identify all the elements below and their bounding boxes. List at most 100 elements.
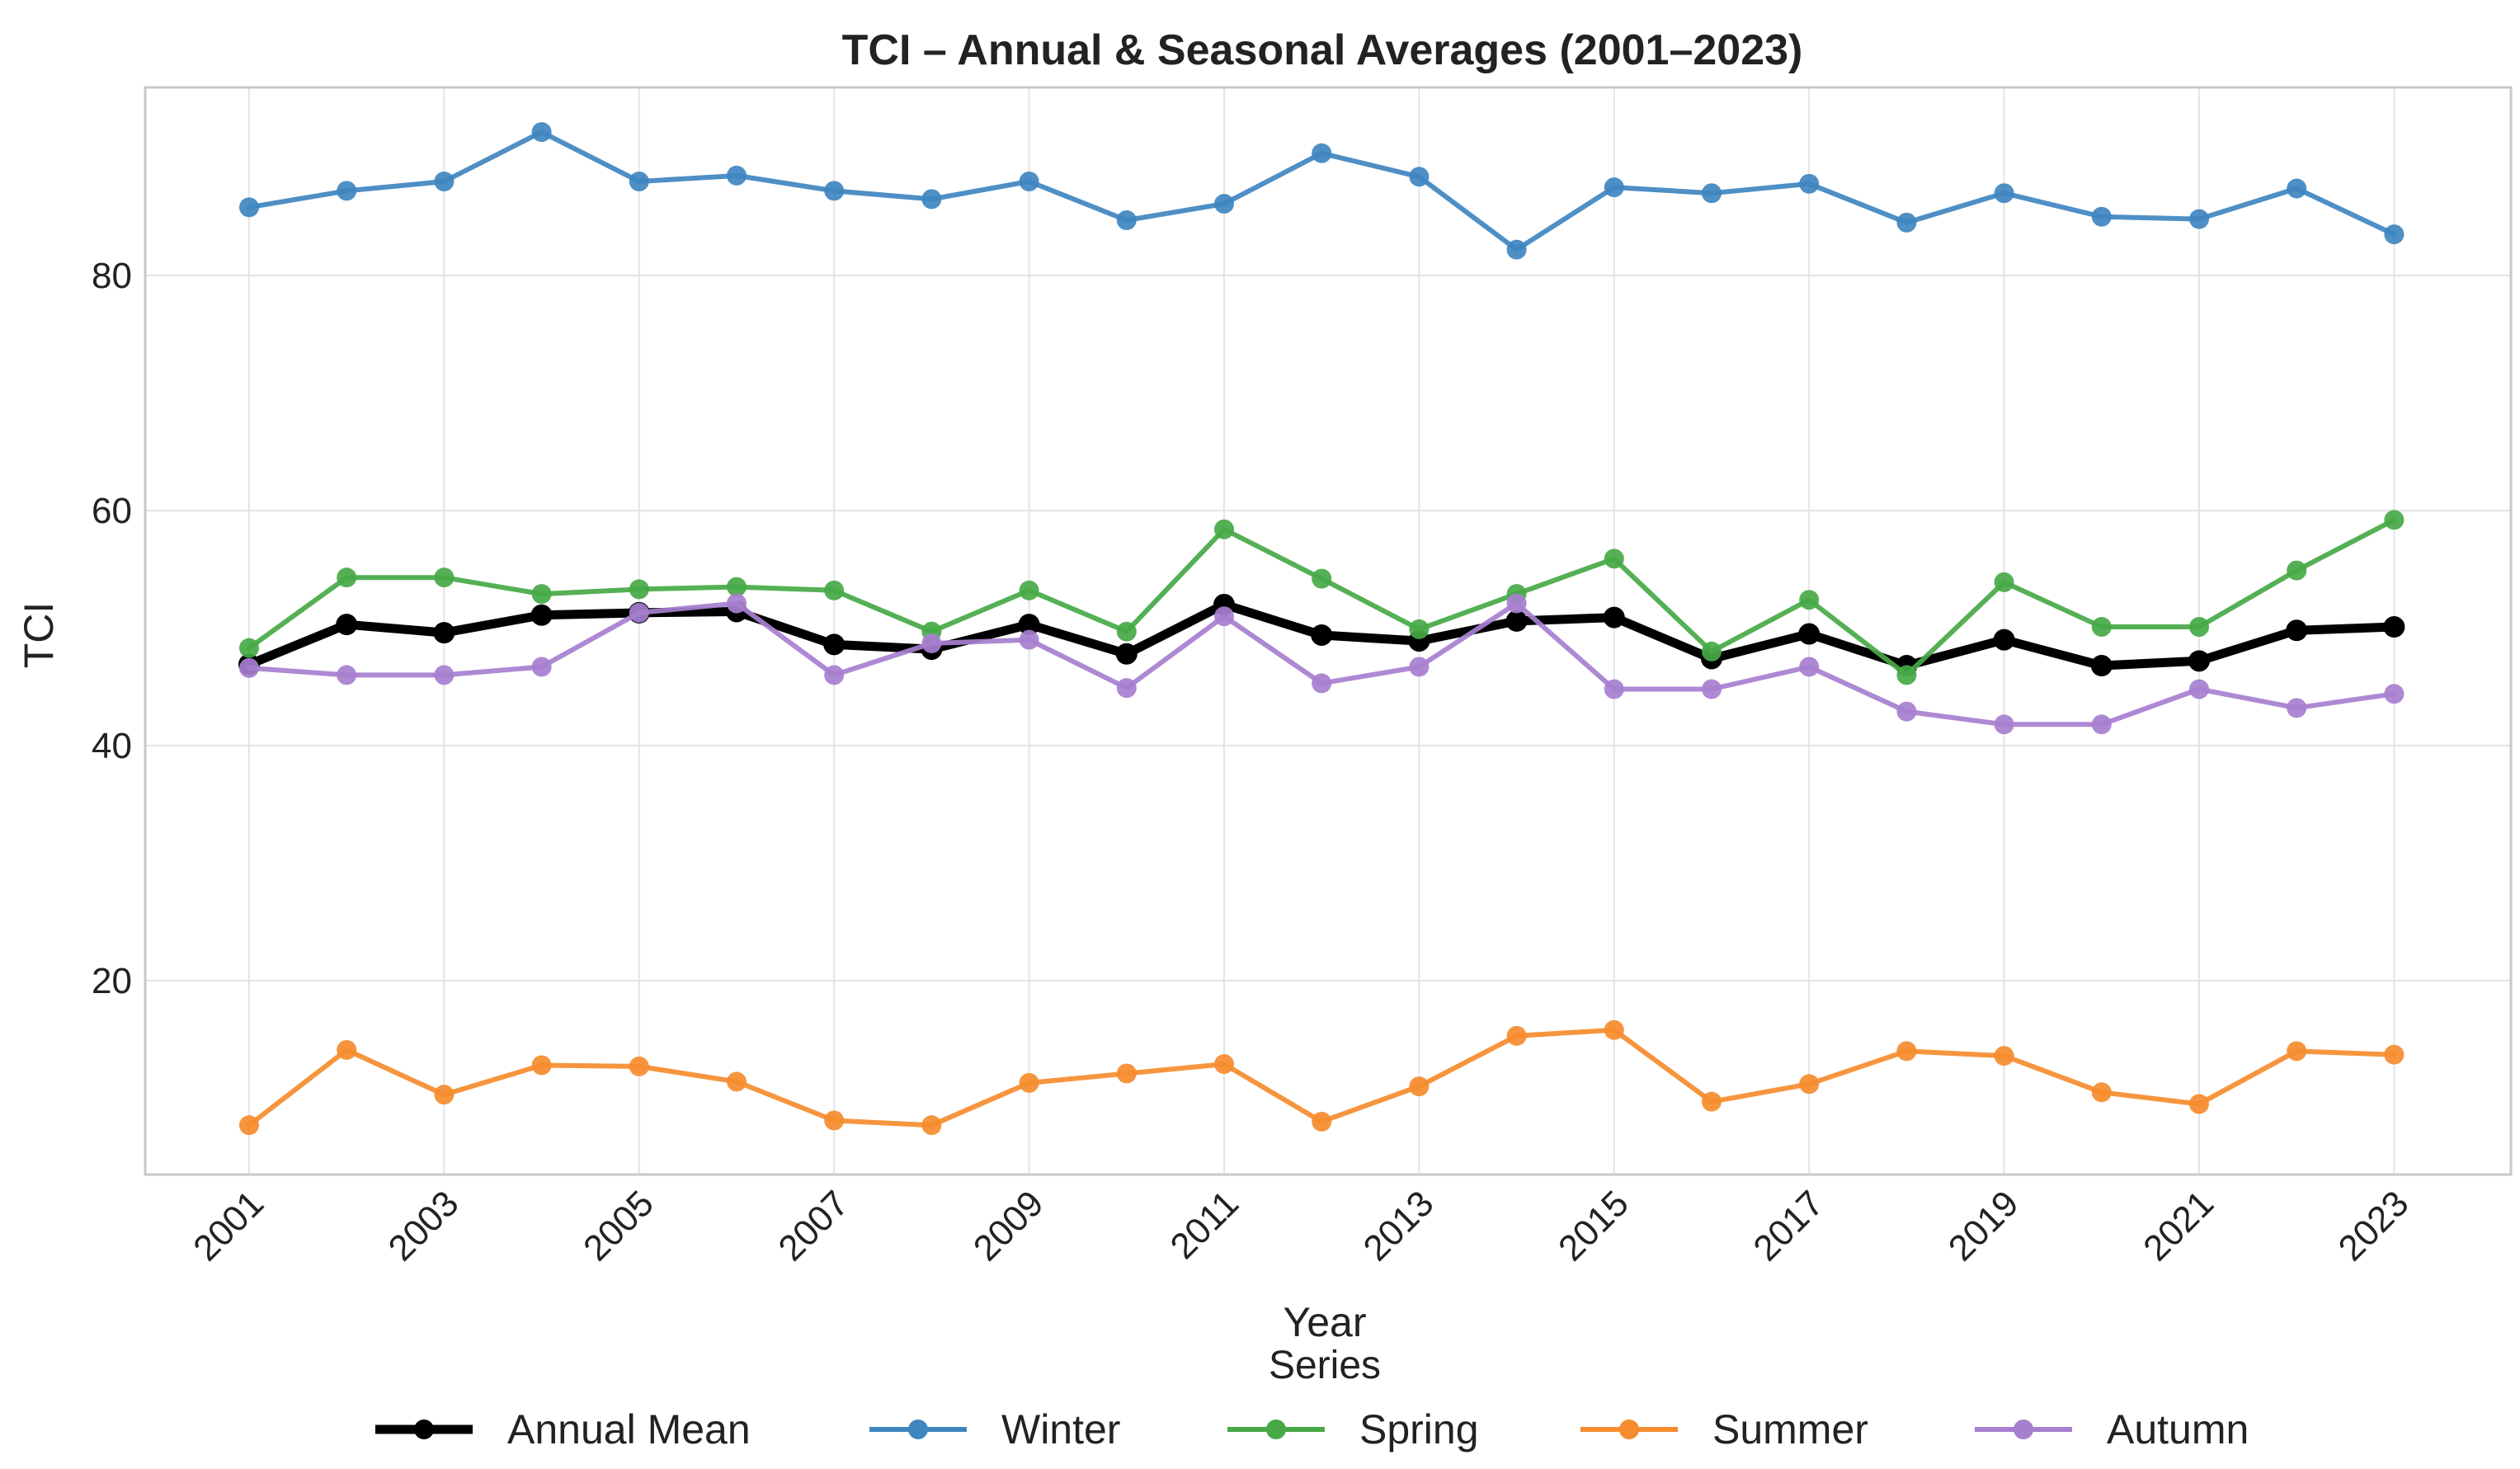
legend-item-winter[interactable]: Winter (869, 1406, 1120, 1453)
annual-mean-point (336, 614, 358, 636)
annual-mean-point (1018, 614, 1040, 636)
winter-point (2384, 224, 2405, 245)
legend-label: Spring (1359, 1406, 1479, 1453)
legend-label: Annual Mean (507, 1406, 751, 1453)
annual-mean-point (2286, 619, 2308, 642)
winter-point (629, 171, 649, 191)
summer-point (1604, 1019, 1624, 1040)
annual-mean-point (433, 622, 455, 644)
autumn-point (1312, 673, 1332, 694)
spring-point (1799, 590, 1820, 610)
y-tick-label: 20 (92, 961, 132, 1001)
annual-mean-point (823, 633, 845, 656)
autumn-point (1799, 657, 1820, 677)
summer-point (2287, 1041, 2307, 1062)
annual-mean-point (1993, 629, 2015, 651)
summer-point (1506, 1025, 1527, 1046)
spring-point (727, 577, 747, 597)
annual-mean-point (2383, 616, 2405, 638)
summer-point (2384, 1044, 2405, 1065)
summer-point (2091, 1082, 2112, 1103)
winter-point (1116, 210, 1137, 231)
y-axis-ticks: 20 40 60 80 (92, 256, 132, 1001)
summer-point (1312, 1111, 1332, 1132)
y-axis-label: TCI (16, 602, 62, 669)
winter-point (1604, 177, 1624, 198)
autumn-point (1702, 679, 1722, 699)
autumn-point (921, 633, 942, 653)
winter-point (1702, 183, 1722, 204)
winter-point (1506, 239, 1527, 260)
legend: Annual Mean Winter Spring Summer Autumn (375, 1406, 2249, 1453)
autumn-point (434, 665, 455, 685)
autumn-point (824, 665, 845, 685)
summer-point (1702, 1091, 1722, 1112)
legend-item-autumn[interactable]: Autumn (1975, 1406, 2249, 1453)
autumn-point (1604, 679, 1624, 699)
winter-point (531, 122, 552, 143)
summer-point (434, 1085, 455, 1105)
autumn-point (2384, 684, 2405, 704)
summer-point (2189, 1094, 2209, 1114)
summer-point (1409, 1076, 1430, 1097)
legend-item-annual-mean[interactable]: Annual Mean (375, 1406, 751, 1453)
summer-point (629, 1056, 649, 1076)
legend-label: Winter (1001, 1406, 1120, 1453)
y-tick-label: 60 (92, 491, 132, 531)
winter-point (2287, 178, 2307, 199)
spring-point (434, 567, 455, 588)
legend-swatch-marker (908, 1420, 928, 1439)
summer-point (1994, 1046, 2014, 1066)
series-autumn (239, 593, 2405, 735)
summer-point (1214, 1054, 1234, 1075)
summer-point (921, 1115, 942, 1136)
summer-point (1896, 1041, 1917, 1062)
annual-mean-point (2090, 655, 2113, 677)
legend-item-spring[interactable]: Spring (1227, 1406, 1479, 1453)
winter-point (1019, 171, 1039, 191)
winter-point (337, 181, 357, 201)
spring-point (1896, 665, 1917, 685)
winter-point (239, 197, 259, 218)
y-tick-label: 80 (92, 256, 132, 296)
winter-point (824, 181, 845, 201)
winter-point (727, 165, 747, 186)
autumn-point (1994, 714, 2014, 735)
annual-mean-point (2188, 650, 2210, 672)
spring-point (2189, 617, 2209, 638)
autumn-point (2189, 679, 2209, 699)
legend-swatch-marker (1266, 1420, 1286, 1439)
winter-point (1994, 183, 2014, 204)
autumn-point (629, 602, 649, 623)
spring-point (629, 579, 649, 600)
spring-point (1116, 621, 1137, 642)
spring-point (2384, 510, 2405, 530)
autumn-point (2287, 698, 2307, 718)
chart-title: TCI – Annual & Seasonal Averages (2001–2… (842, 26, 1803, 74)
winter-point (1214, 194, 1234, 214)
autumn-point (1506, 593, 1527, 614)
legend-swatch-marker (414, 1420, 434, 1439)
autumn-point (2091, 714, 2112, 735)
spring-point (2091, 617, 2112, 638)
series-layer (238, 122, 2405, 1136)
series-winter (239, 122, 2405, 260)
winter-point (2189, 209, 2209, 229)
series-spring (239, 510, 2405, 685)
winter-point (921, 189, 942, 210)
winter-point (1799, 173, 1820, 194)
summer-point (337, 1039, 357, 1060)
autumn-point (727, 593, 747, 614)
spring-point (1604, 549, 1624, 569)
annual-mean-point (1115, 643, 1138, 665)
autumn-point (531, 657, 552, 677)
annual-mean-point (530, 604, 553, 626)
legend-title: Series (1269, 1344, 1381, 1387)
legend-item-summer[interactable]: Summer (1580, 1406, 1868, 1453)
summer-point (1799, 1074, 1820, 1095)
annual-mean-point (1311, 624, 1333, 646)
autumn-point (239, 657, 259, 678)
summer-point (239, 1115, 259, 1136)
autumn-point (1896, 701, 1917, 722)
